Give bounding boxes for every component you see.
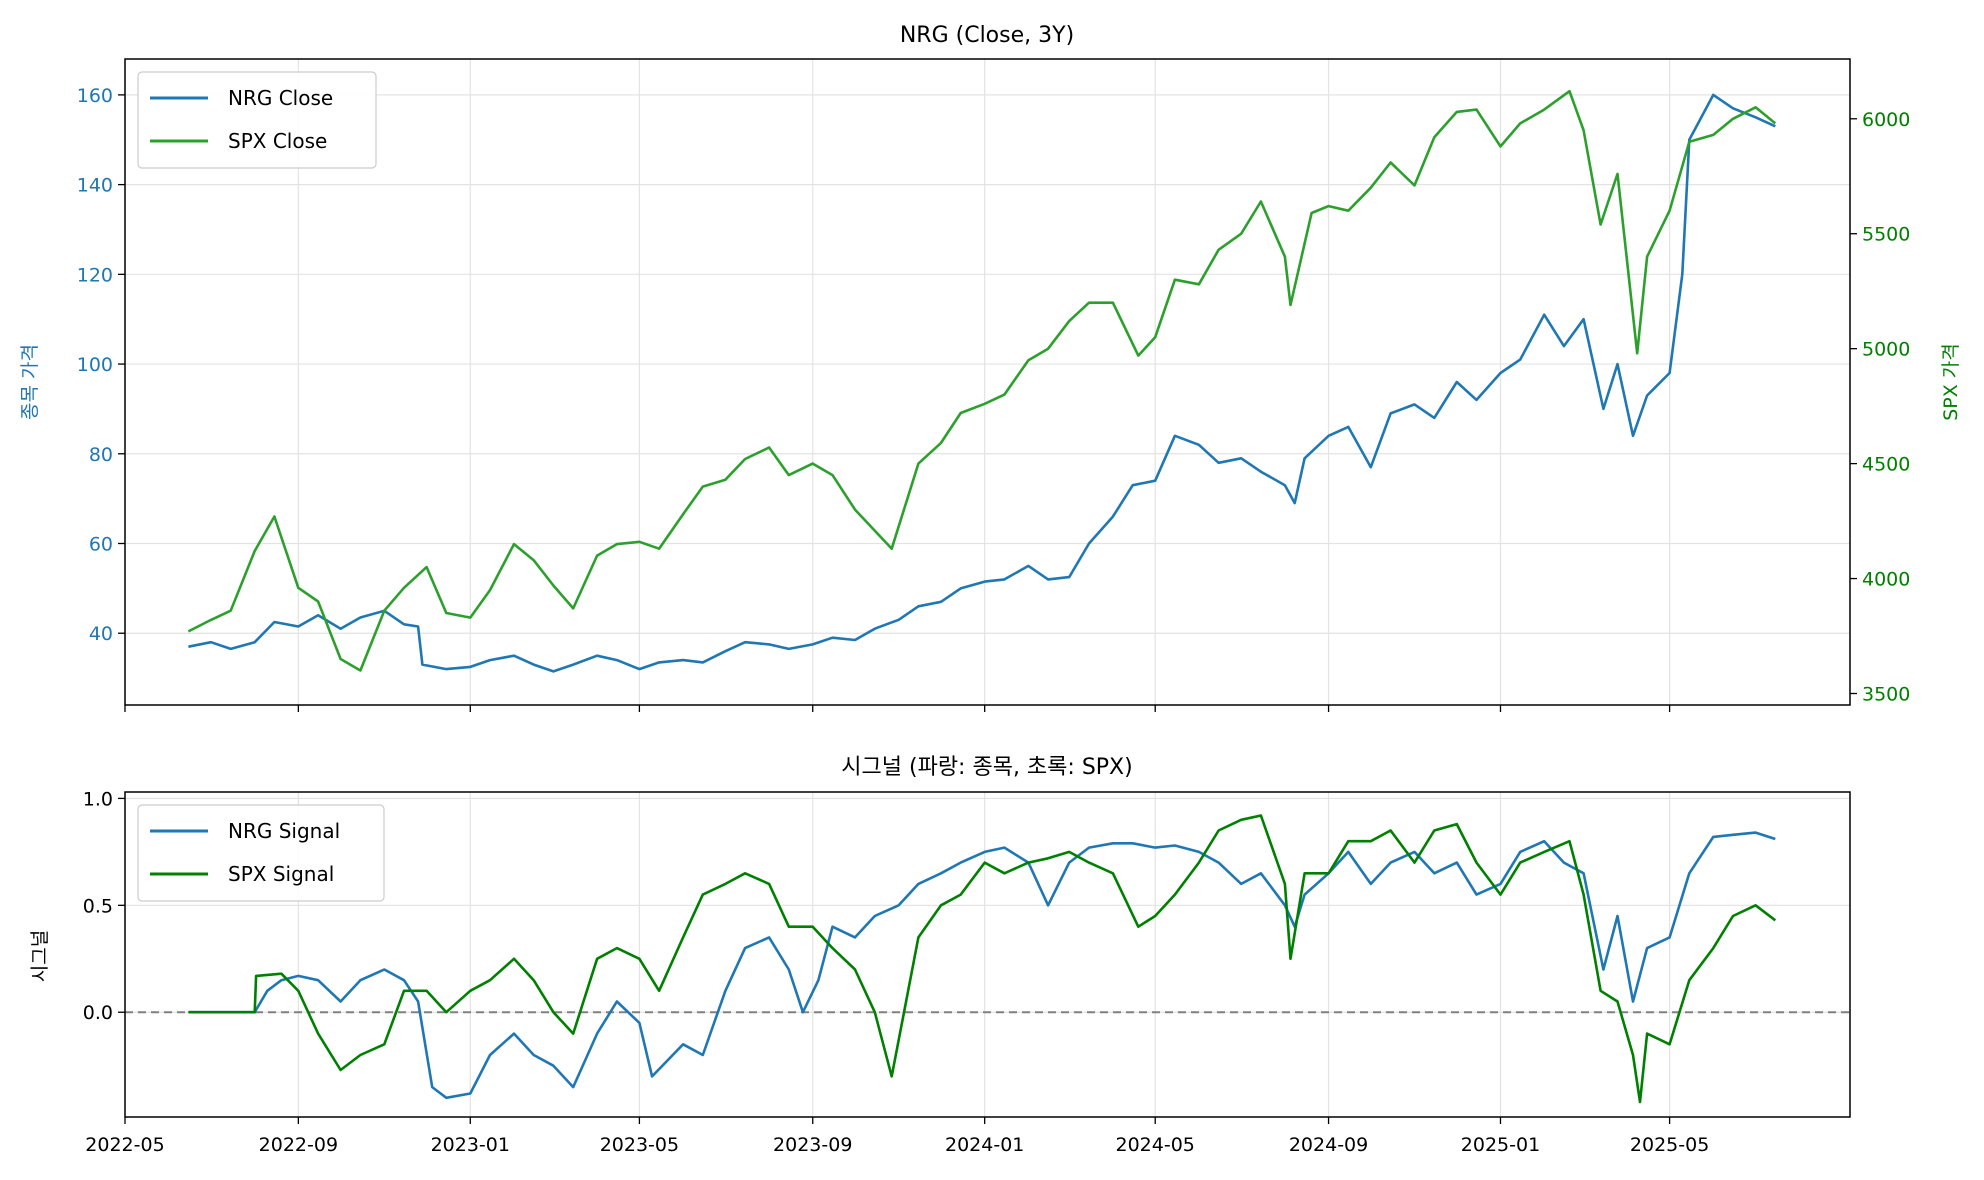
signal-x-axis: 2022-05 2022-09 2023-01 2023-05 2023-09 2024-… — [85, 1117, 1709, 1156]
price-legend-box — [137, 71, 377, 169]
x-tick-label: 2025-01 — [1461, 1134, 1540, 1156]
left-y-tick-label: 140 — [77, 175, 113, 197]
signal-plot-frame — [124, 791, 1851, 1118]
signal-lines — [188, 814, 1777, 1104]
right-y-tick-label: 4500 — [1862, 454, 1910, 476]
legend-label-nrg-close: NRG Close — [228, 86, 333, 110]
x-tick-label: 2024-05 — [1116, 1134, 1195, 1156]
right-y-tick-label: 5500 — [1862, 224, 1910, 246]
x-tick-label: 2023-09 — [773, 1134, 852, 1156]
left-y-tick-label: 120 — [77, 264, 113, 286]
right-y-tick-label: 6000 — [1862, 109, 1910, 131]
price-left-axis: 40 60 80 100 120 140 160 — [77, 85, 125, 645]
series-line-nrg-close — [188, 93, 1776, 673]
right-y-tick-label: 3500 — [1862, 684, 1910, 706]
signal-y-axis: 0.0 0.5 1.0 — [83, 788, 125, 1024]
right-y-tick-label: 5000 — [1862, 339, 1910, 361]
x-tick-label: 2023-05 — [600, 1134, 679, 1156]
signal-chart-title: 시그널 (파랑: 종목, 초록: SPX) — [841, 755, 1132, 780]
right-y-tick-label: 4000 — [1862, 569, 1910, 591]
signal-y-tick-label: 0.5 — [83, 895, 113, 917]
price-legend: NRG Close SPX Close — [137, 71, 377, 169]
legend-label-spx-close: SPX Close — [228, 129, 327, 153]
series-line-spx-close — [187, 89, 1777, 672]
price-right-axis: 3500 4000 4500 5000 5500 6000 — [1850, 109, 1910, 706]
left-y-tick-label: 60 — [89, 534, 113, 556]
x-tick-label: 2024-09 — [1289, 1134, 1368, 1156]
x-tick-label: 2025-05 — [1630, 1134, 1709, 1156]
price-x-ticks — [124, 705, 1671, 712]
price-panel: NRG (Close, 3Y) 40 60 80 100 120 140 160 3500 4… — [19, 23, 1962, 712]
x-tick-label: 2024-01 — [945, 1134, 1024, 1156]
price-chart-title: NRG (Close, 3Y) — [900, 23, 1074, 48]
left-y-tick-label: 40 — [89, 623, 113, 645]
x-tick-label: 2023-01 — [431, 1134, 510, 1156]
left-y-axis-label: 종목 가격 — [19, 344, 41, 420]
signal-legend: NRG Signal SPX Signal — [137, 804, 385, 902]
price-lines — [187, 89, 1777, 673]
signal-legend-box — [137, 804, 385, 902]
legend-label-nrg-signal: NRG Signal — [228, 819, 340, 843]
signal-panel: 시그널 (파랑: 종목, 초록: SPX) 0.00.51.0 2022-05 2… — [29, 755, 1851, 1156]
signal-y-tick-label: 1.0 — [83, 788, 113, 810]
left-y-tick-label: 80 — [89, 444, 113, 466]
legend-label-spx-signal: SPX Signal — [228, 862, 334, 886]
right-y-axis-label: SPX 가격 — [1940, 343, 1962, 421]
left-y-tick-label: 100 — [77, 354, 113, 376]
x-tick-label: 2022-09 — [259, 1134, 338, 1156]
x-tick-label: 2022-05 — [85, 1134, 164, 1156]
series-line-nrg-signal — [188, 831, 1776, 1100]
series-line-spx-signal — [188, 814, 1777, 1104]
signal-y-axis-label: 시그널 — [29, 930, 51, 982]
signal-y-tick-label: 0.0 — [83, 1002, 113, 1024]
price-plot-frame — [124, 58, 1851, 706]
left-y-tick-label: 160 — [77, 85, 113, 107]
